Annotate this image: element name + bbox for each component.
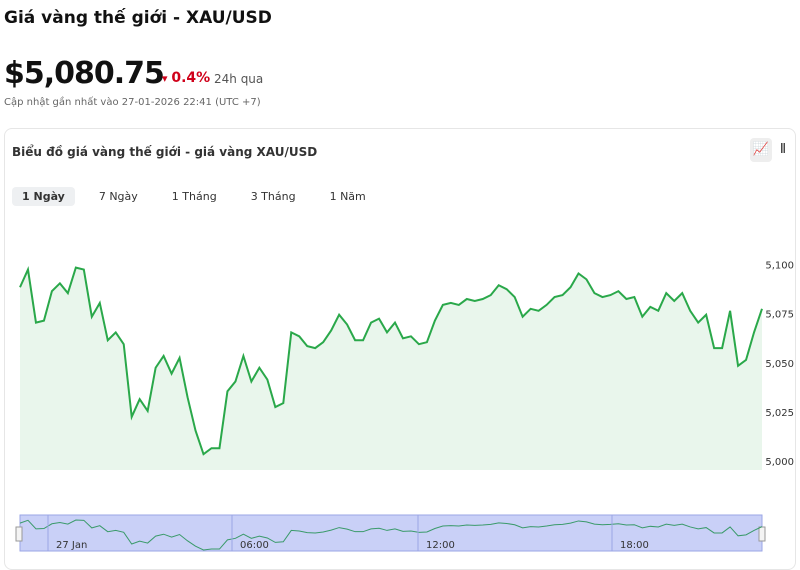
navigator-label: 18:00: [620, 540, 649, 551]
chart-title: Biểu đồ giá vàng thế giới - giá vàng XAU…: [12, 145, 318, 159]
navigator-label: 12:00: [426, 540, 455, 551]
change-period: 24h qua: [214, 72, 264, 86]
price-change: 0.4%: [162, 70, 210, 86]
area: [20, 267, 762, 470]
price: $5,080.75: [4, 56, 165, 91]
line-icon[interactable]: 📈: [750, 138, 772, 162]
tab[interactable]: 1 Ngày: [12, 187, 75, 206]
navigator-label: 27 Jan: [56, 540, 87, 551]
navigator-handle[interactable]: [15, 526, 23, 542]
price-line: [19, 266, 763, 456]
navigator-handle[interactable]: [758, 526, 766, 542]
y-tick-label: 5,025: [765, 408, 794, 419]
tab[interactable]: 7 Ngày: [98, 190, 138, 203]
tab[interactable]: 1 Năm: [329, 190, 366, 203]
y-tick-label: 5,075: [765, 310, 794, 321]
tab[interactable]: 1 Tháng: [171, 190, 217, 203]
y-tick-label: 5,000: [765, 457, 794, 468]
page-title: Giá vàng thế giới - XAU/USD: [4, 8, 272, 28]
y-tick-label: 5,100: [765, 261, 794, 272]
range-tabs: 1 Ngày 7 Ngày 1 Tháng 3 Tháng 1 Năm: [12, 187, 390, 206]
tab[interactable]: 3 Tháng: [250, 190, 296, 203]
y-tick-label: 5,050: [765, 359, 794, 370]
navigator-label: 06:00: [240, 540, 269, 551]
candle-icon[interactable]: ⫴: [780, 142, 786, 157]
navigator[interactable]: [19, 514, 763, 552]
chart-type-toggle[interactable]: 📈 ⫴: [750, 138, 794, 164]
navigator-line: [19, 519, 763, 551]
update-time: Cập nhật gần nhất vào 27-01-2026 22:41 (…: [4, 97, 261, 108]
